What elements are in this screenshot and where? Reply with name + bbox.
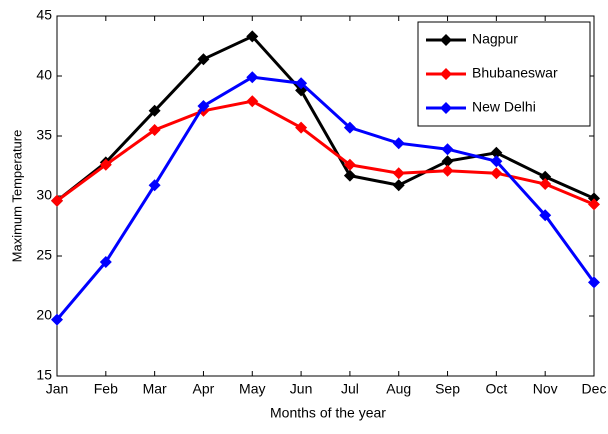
data-point <box>539 209 552 222</box>
legend-marker <box>440 68 452 80</box>
data-point <box>197 53 210 66</box>
data-point <box>51 194 63 207</box>
series-line <box>56 34 595 202</box>
data-point <box>295 121 308 134</box>
x-tick-label: May <box>239 381 265 397</box>
x-axis-label: Months of the year <box>270 405 386 421</box>
series-line <box>56 99 595 206</box>
data-point <box>441 155 454 168</box>
x-tick-label: Feb <box>94 381 118 397</box>
data-point <box>51 313 63 326</box>
legend-marker <box>440 34 452 46</box>
x-tick-label: Jun <box>290 381 313 397</box>
legend-marker <box>440 102 452 114</box>
data-point <box>148 179 161 192</box>
data-point <box>588 198 600 211</box>
data-point <box>246 71 259 84</box>
x-tick-label: Sep <box>435 381 460 397</box>
data-point <box>246 95 259 108</box>
x-tick-label: Jul <box>341 381 359 397</box>
data-point <box>295 77 308 90</box>
data-point <box>490 146 503 159</box>
legend-label: Nagpur <box>472 31 518 47</box>
series-line <box>55 75 596 321</box>
data-point <box>441 143 454 156</box>
data-point <box>343 169 356 182</box>
y-tick-label: 40 <box>36 67 52 83</box>
data-point <box>441 164 454 177</box>
x-tick-label: Mar <box>143 381 167 397</box>
legend: Nagpur Bhubaneswar New Delhi <box>417 21 591 127</box>
x-tick-label: Oct <box>485 381 507 397</box>
x-tick-label: Apr <box>193 381 215 397</box>
data-point <box>392 137 405 150</box>
data-point <box>392 167 405 180</box>
y-tick-label: 30 <box>36 187 52 203</box>
legend-label: Bhubaneswar <box>472 65 558 81</box>
x-tick-label: Aug <box>386 381 411 397</box>
y-tick-label: 45 <box>36 7 52 23</box>
legend-label: New Delhi <box>472 99 536 115</box>
data-point <box>99 158 112 171</box>
x-tick-label: Jan <box>46 381 69 397</box>
y-tick-label: 20 <box>36 307 52 323</box>
data-point <box>148 104 161 117</box>
x-tick-label: Dec <box>582 381 607 397</box>
data-point <box>197 100 210 112</box>
y-axis-label: Maximum Temperature <box>9 130 24 263</box>
data-point <box>246 30 259 43</box>
y-tick-label: 35 <box>36 127 52 143</box>
data-point <box>343 121 356 134</box>
y-tick-label: 25 <box>36 247 52 263</box>
data-point <box>539 178 552 190</box>
y-tick-label: 15 <box>36 367 52 383</box>
data-point <box>539 170 552 183</box>
data-point <box>490 155 503 168</box>
data-point <box>588 276 600 289</box>
data-point <box>343 158 356 171</box>
data-point <box>490 167 503 180</box>
data-point <box>392 179 405 192</box>
data-point <box>148 124 161 136</box>
data-point <box>99 256 112 268</box>
x-tick-label: Nov <box>533 381 558 397</box>
